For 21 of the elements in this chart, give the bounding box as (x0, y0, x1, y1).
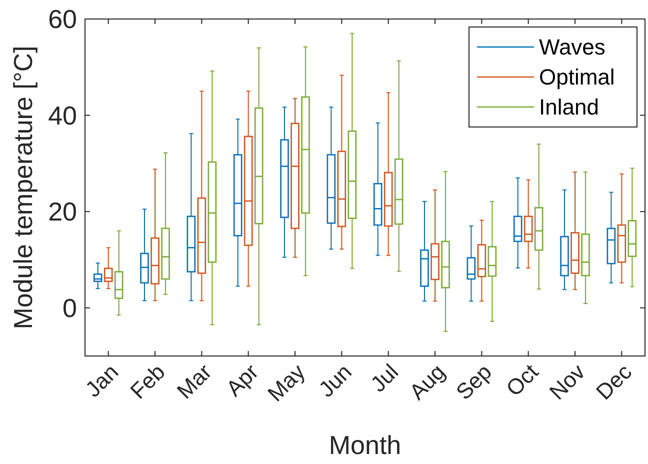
x-tick-label: Aug (404, 359, 450, 405)
x-tick-label: Dec (591, 359, 637, 405)
x-tick-label: Nov (544, 359, 590, 405)
y-tick-label: 60 (48, 4, 77, 34)
x-axis-title: Month (328, 430, 402, 460)
x-tick-label: Mar (172, 359, 217, 404)
x-tick-label: Oct (501, 359, 544, 402)
legend-label: Inland (539, 94, 599, 120)
y-tick-label: 40 (48, 100, 77, 130)
y-tick-label: 20 (48, 196, 77, 227)
x-tick-label: Feb (125, 359, 170, 404)
x-tick-label: Jan (80, 359, 124, 402)
legend-label: Optimal (539, 64, 615, 90)
x-tick-label: May (262, 359, 310, 406)
x-tick-label: Apr (221, 359, 264, 402)
x-tick-label: Jun (314, 359, 357, 402)
x-tick-label: Jul (366, 359, 404, 397)
x-tick-label: Sep (451, 359, 497, 405)
y-tick-label: 0 (62, 292, 77, 323)
legend-label: Waves (539, 34, 606, 60)
y-axis-title: Module temperature [°C] (8, 46, 38, 330)
